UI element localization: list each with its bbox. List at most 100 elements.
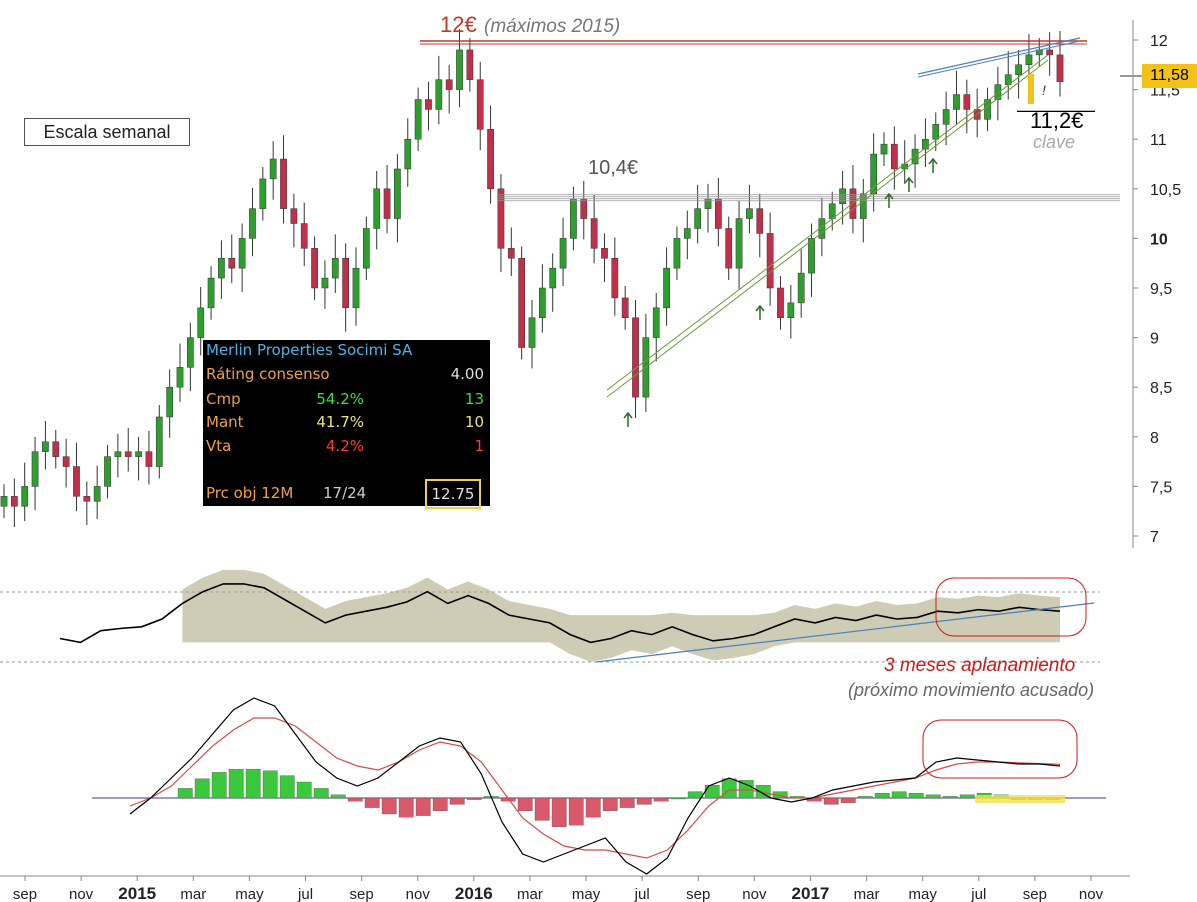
candle-body	[259, 178, 267, 209]
y-tick-label: 8,5	[1150, 380, 1172, 397]
hold-pct: 41.7%	[316, 413, 364, 431]
candle-body	[0, 496, 8, 507]
macd-flat-highlight	[975, 795, 1065, 803]
candle-body	[953, 94, 960, 110]
support-level-label: 10,4€	[588, 157, 639, 179]
candle-body	[828, 203, 836, 219]
macd-histogram-bar	[194, 778, 210, 799]
candle-body	[207, 277, 215, 309]
candle-body	[580, 198, 588, 219]
x-tick-label: mar	[180, 886, 206, 902]
x-tick-label: sep	[686, 886, 710, 902]
candle-body	[808, 238, 815, 274]
buy-count: 13	[464, 390, 484, 408]
y-tick-label: 11	[1150, 132, 1167, 149]
candle-body	[124, 451, 132, 457]
x-tick-label: jul	[297, 886, 313, 902]
candle-body	[145, 451, 153, 467]
candle-body	[735, 218, 743, 269]
macd-histogram-bar	[942, 796, 958, 799]
candle-body	[290, 208, 298, 224]
candle-body	[52, 441, 60, 457]
candle-body	[373, 188, 381, 229]
x-tick-label: nov	[406, 886, 431, 902]
x-tick-label: may	[909, 886, 938, 902]
x-tick-label: sep	[350, 886, 374, 902]
macd-histogram-bar	[959, 794, 975, 799]
candle-body	[611, 257, 619, 299]
candle-body	[280, 158, 287, 209]
macd-line	[129, 697, 1061, 875]
candle-body	[683, 228, 691, 239]
annotation-lines	[420, 37, 1142, 427]
macd-histogram-bar	[245, 769, 261, 799]
candle-body	[652, 307, 660, 338]
candle-body	[21, 486, 29, 507]
candle-body	[166, 386, 174, 418]
x-tick-label: jul	[970, 886, 986, 902]
y-tick-label: 7,5	[1150, 479, 1172, 496]
candle-body	[787, 302, 795, 319]
candle-body	[756, 208, 764, 234]
candle-body	[497, 188, 505, 249]
candle-body	[559, 238, 567, 269]
candle-body	[538, 287, 546, 319]
uptrend-line-upper	[606, 54, 1049, 391]
candle-body	[601, 248, 608, 259]
macd-histogram-bar	[364, 797, 380, 808]
candle-body	[404, 138, 412, 170]
candle-body	[922, 138, 929, 150]
candle-body	[10, 496, 18, 507]
candle-body	[197, 307, 205, 338]
macd-highlight-ellipse	[922, 719, 1078, 779]
y-tick-label: 10,5	[1150, 182, 1181, 199]
support-touch-arrow	[755, 304, 765, 320]
candle-body	[311, 248, 318, 289]
macd-histogram-bar	[381, 797, 397, 815]
y-tick-label: 9	[1150, 331, 1159, 348]
support-touch-arrow	[904, 176, 914, 192]
candle-body	[31, 451, 39, 487]
candle-body	[859, 193, 867, 219]
candle-body	[445, 79, 453, 90]
candle-body	[663, 267, 670, 309]
candle-body	[269, 158, 277, 180]
macd-histogram-bar	[551, 797, 567, 827]
macd-histogram-bar	[466, 797, 482, 800]
sell-pct: 4.2%	[325, 437, 364, 455]
scale-note: Escala semanal	[24, 118, 190, 146]
macd-histogram-bar	[857, 796, 873, 799]
macd-histogram-bar	[823, 797, 839, 805]
candle-body	[383, 188, 391, 219]
macd-histogram-bar	[415, 797, 431, 816]
target-date: 17/24	[323, 484, 367, 502]
macd-histogram-bar	[347, 797, 363, 802]
x-tick-label: 2015	[118, 884, 156, 902]
candle-body	[155, 416, 163, 467]
candle-body	[425, 99, 432, 110]
macd-histogram-bar	[262, 770, 278, 799]
rs-trendline	[595, 602, 1095, 663]
macd-histogram-bar	[670, 797, 686, 800]
candle-body	[797, 272, 805, 304]
macd-histogram-bar	[704, 785, 720, 799]
candle-body	[186, 337, 194, 368]
candle-body	[507, 248, 515, 259]
macd-histogram-bar	[279, 775, 295, 799]
candle-body	[963, 94, 971, 110]
candle-body	[435, 79, 443, 110]
candle-body	[394, 168, 401, 219]
support-touch-arrow	[928, 157, 938, 173]
macd-histogram-bar	[585, 797, 601, 818]
y-tick-label: 7	[1150, 529, 1159, 546]
candle-body	[331, 257, 339, 279]
candle-body	[777, 287, 784, 319]
macd-panel	[92, 697, 1106, 875]
candle-body	[414, 99, 422, 140]
candle-body	[1056, 54, 1064, 82]
x-tick-label: nov	[742, 886, 767, 902]
candle-body	[1046, 49, 1054, 56]
candle-body	[249, 208, 256, 239]
x-tick-label: may	[572, 886, 601, 902]
macd-histogram-bar	[602, 797, 618, 811]
